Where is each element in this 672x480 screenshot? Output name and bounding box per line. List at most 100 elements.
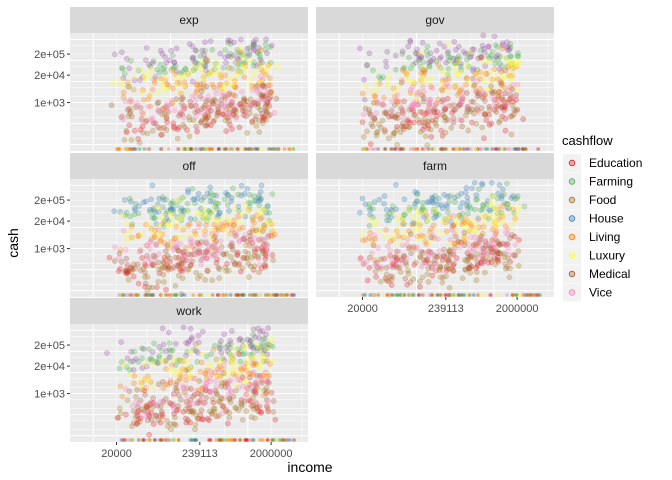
point-farming <box>151 340 157 347</box>
point-farming <box>184 200 191 207</box>
point-medical <box>203 83 210 90</box>
point-farming <box>451 60 458 66</box>
point-luxury <box>371 222 377 228</box>
point-food <box>211 117 217 124</box>
point-food <box>243 408 250 414</box>
point-luxury <box>158 84 165 90</box>
point-farming <box>376 73 382 80</box>
point-food <box>155 279 162 285</box>
point-food <box>163 114 170 120</box>
point-vice <box>201 400 208 406</box>
point-luxury <box>247 78 253 84</box>
point-luxury <box>120 362 127 368</box>
rug-point <box>287 147 291 151</box>
rug-point <box>536 147 541 151</box>
point-education <box>458 117 465 124</box>
point-food <box>203 116 210 122</box>
point-luxury <box>444 41 451 48</box>
point-house <box>217 344 223 351</box>
point-education <box>210 118 217 125</box>
point-food <box>161 110 168 117</box>
point-medical <box>137 267 144 273</box>
point-house <box>200 194 207 201</box>
point-luxury <box>270 226 277 233</box>
point-medical <box>408 250 414 257</box>
point-education <box>434 109 441 115</box>
point-medical <box>493 109 500 115</box>
point-house <box>371 199 378 205</box>
point-education <box>442 106 448 113</box>
rug-point <box>396 147 400 151</box>
point-farming <box>422 67 428 74</box>
point-medical <box>252 100 259 107</box>
point-luxury <box>235 370 241 376</box>
legend-marker <box>568 252 576 259</box>
y-tick-label: 2e+05 <box>34 49 65 61</box>
point-house <box>264 50 270 57</box>
rug-point <box>208 147 212 151</box>
point-education <box>259 114 266 121</box>
point-medical <box>261 222 268 229</box>
point-vice <box>427 112 433 119</box>
point-food <box>270 409 277 415</box>
point-house <box>464 194 471 201</box>
point-house <box>195 190 202 197</box>
point-education <box>502 127 509 134</box>
point-house <box>203 58 210 65</box>
point-vice <box>446 258 453 265</box>
point-education <box>495 103 502 109</box>
point-farming <box>242 59 249 66</box>
point-food <box>203 122 210 129</box>
point-farming <box>250 43 256 49</box>
point-vice <box>252 389 259 396</box>
point-luxury <box>139 231 145 238</box>
point-house <box>257 197 264 203</box>
point-living <box>257 60 263 67</box>
point-vice <box>259 375 265 382</box>
point-farming <box>489 48 496 55</box>
point-food <box>126 110 133 117</box>
point-living <box>193 89 199 95</box>
point-luxury <box>491 73 498 79</box>
point-vice <box>120 116 127 123</box>
point-education <box>223 128 230 134</box>
point-medical <box>402 275 409 282</box>
point-farming <box>190 67 197 73</box>
point-medical <box>503 265 509 272</box>
point-food <box>385 135 392 142</box>
point-house <box>189 43 196 50</box>
point-vice <box>250 99 257 106</box>
point-medical <box>179 111 186 118</box>
point-medical <box>154 100 161 107</box>
point-farming <box>377 75 384 82</box>
point-medical <box>123 255 130 262</box>
point-food <box>442 129 449 136</box>
point-luxury <box>128 226 135 233</box>
point-living <box>209 81 215 88</box>
point-luxury <box>142 361 149 368</box>
point-education <box>155 124 162 131</box>
rug-point <box>523 147 528 151</box>
points-exp <box>108 36 281 146</box>
point-living <box>139 87 146 93</box>
point-vice <box>252 244 259 251</box>
rug-point <box>189 438 194 442</box>
point-education <box>491 97 498 103</box>
point-living <box>169 361 175 368</box>
point-education <box>263 109 270 116</box>
legend-marker <box>568 233 576 241</box>
point-vice <box>157 398 164 405</box>
point-education <box>139 255 146 261</box>
point-medical <box>254 83 261 89</box>
point-luxury <box>261 207 268 214</box>
rug-point <box>371 293 375 297</box>
point-living <box>260 68 266 75</box>
point-food <box>515 248 522 254</box>
point-food <box>406 124 413 130</box>
point-medical <box>461 229 468 236</box>
point-vice <box>147 245 153 252</box>
point-vice <box>127 96 134 103</box>
point-house <box>143 45 150 51</box>
point-vice <box>271 110 278 116</box>
point-house <box>405 43 412 50</box>
